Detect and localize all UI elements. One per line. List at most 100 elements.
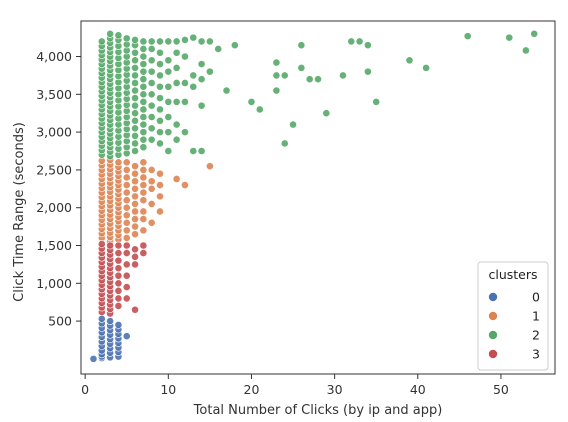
point-cluster-2 [139,60,148,68]
point-cluster-1 [131,200,139,208]
point-cluster-0 [122,332,131,341]
point-cluster-0 [106,317,115,325]
x-tick-label: 40 [410,382,426,397]
x-tick-label: 50 [493,382,509,397]
point-cluster-3 [114,264,123,273]
point-cluster-2 [189,33,198,42]
point-cluster-2 [139,128,148,137]
point-cluster-2 [222,86,231,95]
point-cluster-3 [114,302,123,310]
point-cluster-2 [280,139,289,148]
point-cluster-1 [131,169,139,178]
point-cluster-2 [106,29,115,38]
data-points [89,29,539,363]
point-cluster-1 [147,200,156,208]
point-cluster-2 [139,82,148,91]
legend-box [477,261,549,371]
point-cluster-1 [139,207,148,216]
point-cluster-2 [530,29,539,38]
point-cluster-3 [114,241,123,250]
point-cluster-2 [197,147,206,155]
point-cluster-2 [372,97,381,106]
y-tick-label: 2,500 [36,162,72,177]
point-cluster-2 [172,63,181,72]
legend-title: clusters [488,267,537,282]
y-tick-label: 1,500 [36,238,72,253]
point-cluster-2 [139,143,148,152]
legend-marker-2 [488,330,498,340]
point-cluster-3 [139,249,148,257]
point-cluster-0 [97,314,106,323]
point-cluster-1 [139,181,148,189]
point-cluster-2 [156,82,164,91]
point-cluster-3 [114,271,123,280]
point-cluster-2 [147,45,156,53]
point-cluster-2 [164,97,173,106]
point-cluster-1 [131,230,139,239]
point-cluster-2 [147,135,156,144]
point-cluster-2 [147,90,156,99]
point-cluster-2 [172,37,181,46]
point-cluster-2 [197,75,206,84]
legend-label-1: 1 [532,309,540,324]
point-cluster-1 [139,215,148,223]
point-cluster-2 [172,135,181,144]
point-cluster-1 [131,184,139,193]
point-cluster-1 [122,203,131,212]
point-cluster-2 [147,67,156,76]
point-cluster-1 [172,175,181,183]
point-cluster-2 [363,41,372,50]
point-cluster-3 [114,294,123,303]
point-cluster-0 [114,320,123,329]
point-cluster-2 [139,113,148,121]
point-cluster-2 [181,36,189,44]
point-cluster-2 [131,86,139,95]
point-cluster-1 [131,177,139,186]
point-cluster-3 [122,260,131,269]
point-cluster-2 [189,147,198,155]
point-cluster-1 [131,222,139,231]
point-cluster-3 [131,252,139,261]
point-cluster-1 [156,181,164,189]
point-cluster-1 [205,162,214,171]
point-cluster-2 [156,94,164,102]
point-cluster-2 [164,128,173,137]
point-cluster-1 [122,218,131,227]
point-cluster-1 [181,181,189,189]
point-cluster-2 [247,97,256,106]
y-tick-label: 4,000 [36,49,72,64]
point-cluster-2 [347,37,356,46]
legend-label-3: 3 [532,347,540,362]
point-cluster-2 [189,82,198,91]
point-cluster-2 [181,79,189,87]
point-cluster-3 [139,241,148,250]
point-cluster-2 [147,56,156,65]
point-cluster-2 [164,82,173,91]
point-cluster-2 [139,67,148,76]
point-cluster-2 [405,56,414,65]
point-cluster-2 [147,79,156,87]
point-cluster-3 [114,249,123,257]
point-cluster-1 [114,158,123,167]
point-cluster-1 [139,166,148,174]
legend: clusters 0 1 2 3 [477,261,549,371]
point-cluster-1 [156,169,164,178]
y-axis-title: Click Time Range (seconds) [12,122,27,302]
point-cluster-1 [122,181,131,189]
point-cluster-2 [172,120,181,129]
point-cluster-2 [156,116,164,125]
point-cluster-2 [280,71,289,80]
point-cluster-2 [164,147,173,155]
point-cluster-2 [164,67,173,76]
point-cluster-1 [122,226,131,235]
y-tick-label: 500 [48,314,72,329]
series-cluster-2 [97,29,539,161]
point-cluster-2 [131,139,139,148]
point-cluster-2 [272,86,281,95]
point-cluster-2 [164,37,173,46]
axis-ticks: 0 10 20 30 40 50 500 1,000 1,500 2,000 2,500 3,000 3… [36,49,509,397]
point-cluster-2 [156,60,164,68]
point-cluster-2 [181,97,189,106]
plot-frame [80,20,556,375]
